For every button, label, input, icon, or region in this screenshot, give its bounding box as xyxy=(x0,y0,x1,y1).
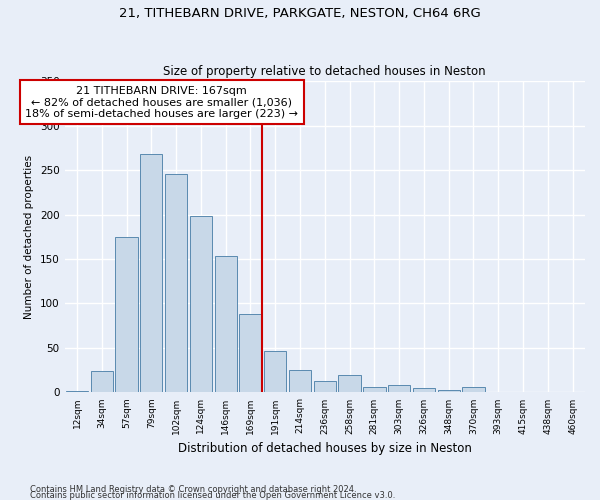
Bar xyxy=(314,381,336,392)
Y-axis label: Number of detached properties: Number of detached properties xyxy=(25,154,34,319)
Bar xyxy=(66,390,88,392)
Bar xyxy=(437,390,460,392)
Bar xyxy=(140,154,163,392)
Bar xyxy=(91,371,113,392)
Bar xyxy=(388,386,410,392)
Title: Size of property relative to detached houses in Neston: Size of property relative to detached ho… xyxy=(163,66,486,78)
Bar xyxy=(190,216,212,392)
Bar xyxy=(264,350,286,393)
Bar xyxy=(165,174,187,392)
Bar xyxy=(363,387,386,392)
Bar xyxy=(215,256,237,392)
Bar xyxy=(239,314,262,392)
Bar xyxy=(115,236,137,392)
Text: Contains public sector information licensed under the Open Government Licence v3: Contains public sector information licen… xyxy=(30,492,395,500)
Bar xyxy=(289,370,311,392)
Text: 21 TITHEBARN DRIVE: 167sqm
← 82% of detached houses are smaller (1,036)
18% of s: 21 TITHEBARN DRIVE: 167sqm ← 82% of deta… xyxy=(25,86,298,118)
Bar xyxy=(338,374,361,392)
Text: Contains HM Land Registry data © Crown copyright and database right 2024.: Contains HM Land Registry data © Crown c… xyxy=(30,486,356,494)
X-axis label: Distribution of detached houses by size in Neston: Distribution of detached houses by size … xyxy=(178,442,472,455)
Bar xyxy=(413,388,435,392)
Bar xyxy=(463,387,485,392)
Text: 21, TITHEBARN DRIVE, PARKGATE, NESTON, CH64 6RG: 21, TITHEBARN DRIVE, PARKGATE, NESTON, C… xyxy=(119,8,481,20)
